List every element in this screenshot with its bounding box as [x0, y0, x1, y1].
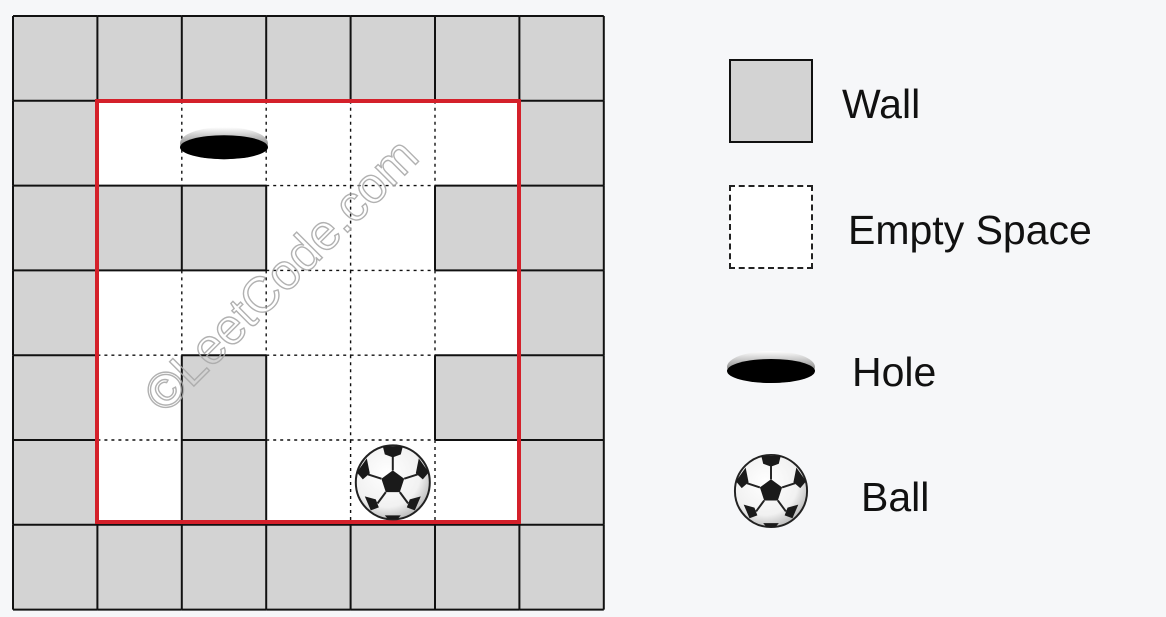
empty-cell [266, 185, 351, 271]
soccer-ball-icon [354, 444, 431, 521]
wall-cell [519, 270, 604, 356]
empty-cell [266, 440, 351, 525]
empty-cell [435, 270, 520, 356]
wall-cell [519, 355, 604, 440]
wall-cell [519, 440, 604, 525]
empty-cell [266, 270, 351, 356]
empty-cell [97, 270, 182, 356]
empty-cell [435, 100, 520, 186]
wall-cell [350, 524, 435, 610]
legend-wall-label: Wall [842, 81, 921, 127]
wall-cell [519, 185, 604, 271]
empty-cell [350, 100, 435, 186]
wall-cell [519, 100, 604, 186]
wall-cell [13, 524, 98, 610]
wall-cell [266, 16, 351, 101]
empty-cell [266, 355, 351, 440]
soccer-ball-icon [733, 453, 809, 529]
empty-cell [97, 355, 182, 440]
legend-empty-swatch [729, 185, 813, 269]
wall-cell [435, 16, 520, 101]
wall-cell [435, 355, 520, 440]
wall-cell [350, 16, 435, 101]
empty-cell [266, 100, 351, 186]
wall-cell [181, 524, 267, 610]
wall-cell [13, 185, 98, 271]
legend-hole-label: Hole [852, 349, 937, 395]
legend-empty-label: Empty Space [848, 207, 1092, 253]
wall-cell [181, 185, 267, 271]
empty-cell [350, 185, 435, 271]
wall-cell [97, 185, 182, 271]
wall-cell [13, 16, 98, 101]
hole-icon [180, 127, 268, 160]
legend-ball-label: Ball [861, 474, 930, 520]
wall-cell [519, 16, 604, 101]
wall-cell [13, 355, 98, 440]
wall-cell [13, 440, 98, 525]
legend-wall-swatch [729, 59, 813, 143]
wall-cell [181, 355, 267, 440]
maze-boundary [95, 99, 521, 524]
empty-cell [97, 440, 182, 525]
empty-cell [350, 270, 435, 356]
maze-diagram: ©LeetCode.com [12, 15, 605, 611]
wall-cell [13, 270, 98, 356]
wall-cell [266, 524, 351, 610]
empty-cell [181, 270, 267, 356]
empty-cell [97, 100, 182, 186]
wall-cell [181, 16, 267, 101]
wall-cell [97, 16, 182, 101]
wall-cell [435, 524, 520, 610]
wall-cell [435, 185, 520, 271]
wall-cell [97, 524, 182, 610]
wall-cell [13, 100, 98, 186]
empty-cell [350, 355, 435, 440]
hole-icon [727, 351, 815, 383]
empty-cell [435, 440, 520, 525]
wall-cell [181, 440, 267, 525]
wall-cell [519, 524, 604, 610]
